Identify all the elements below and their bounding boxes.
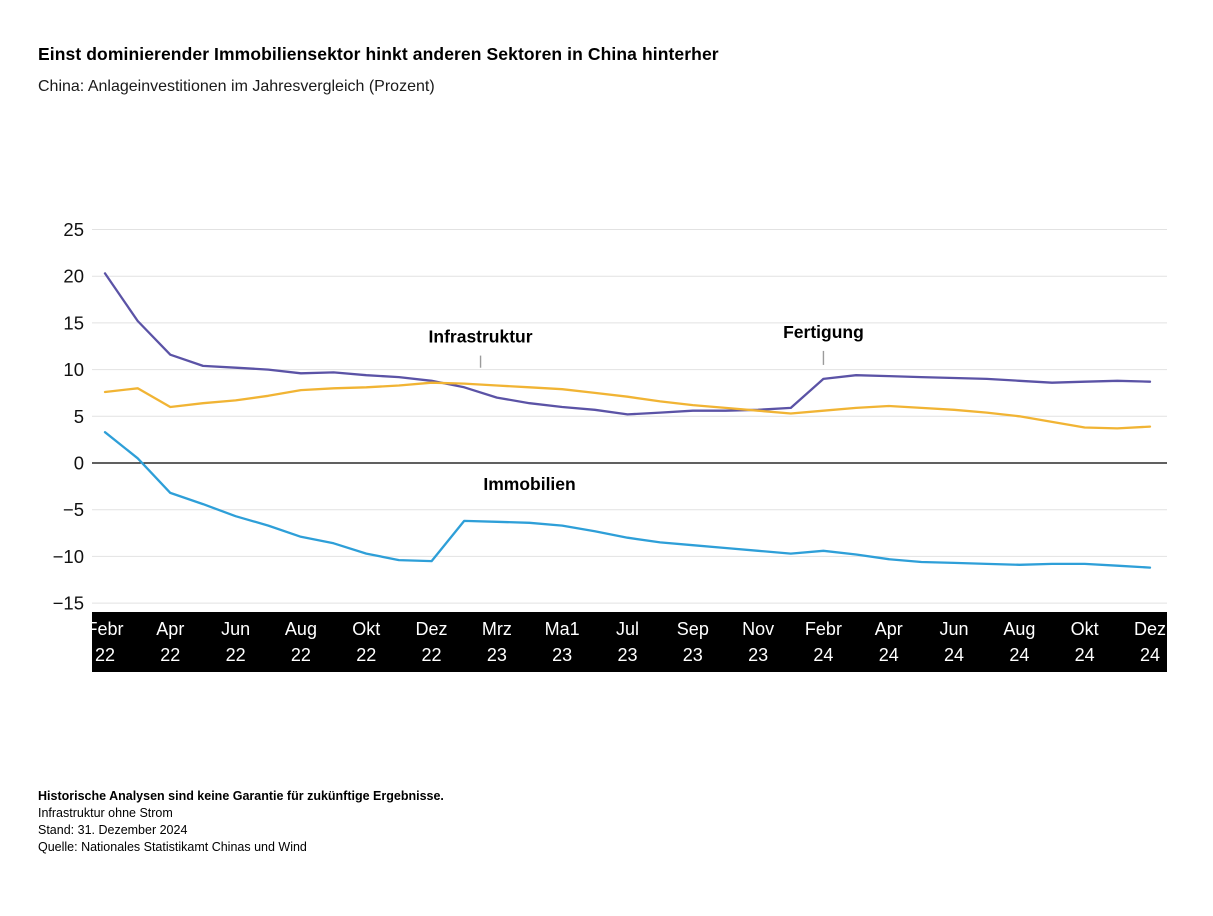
x-tick-month-label: Sep xyxy=(677,619,709,639)
series-line-infrastruktur xyxy=(103,381,1152,430)
x-tick-year-label: 24 xyxy=(1140,645,1160,665)
x-tick-year-label: 22 xyxy=(160,645,180,665)
fai-line-chart: 2520151050−5−10−15Febr22Apr22Jun22Aug22O… xyxy=(53,219,1167,672)
footnote-infrastructure-note: Infrastruktur ohne Strom xyxy=(38,806,173,820)
x-tick-year-label: 22 xyxy=(356,645,376,665)
x-tick-month-label: Dez xyxy=(1134,619,1166,639)
x-tick-month-label: Ma1 xyxy=(545,619,580,639)
x-tick-year-label: 23 xyxy=(552,645,572,665)
x-tick-year-label: 24 xyxy=(879,645,899,665)
x-tick-month-label: Apr xyxy=(875,619,903,639)
x-tick-year-label: 24 xyxy=(944,645,964,665)
y-tick-label: −5 xyxy=(63,499,84,520)
x-tick-year-label: 23 xyxy=(487,645,507,665)
x-tick-month-label: Nov xyxy=(742,619,774,639)
x-tick-year-label: 23 xyxy=(617,645,637,665)
y-tick-label: 15 xyxy=(63,312,84,333)
footnote-disclaimer: Historische Analysen sind keine Garantie… xyxy=(38,789,444,803)
x-tick-month-label: Okt xyxy=(1071,619,1099,639)
x-tick-year-label: 22 xyxy=(291,645,311,665)
x-tick-month-label: Dez xyxy=(416,619,448,639)
footnote-as-of-date: Stand: 31. Dezember 2024 xyxy=(38,823,188,837)
x-tick-month-label: Okt xyxy=(352,619,380,639)
x-tick-year-label: 24 xyxy=(1009,645,1029,665)
x-tick-year-label: 22 xyxy=(422,645,442,665)
annotation-label-infrastruktur: Infrastruktur xyxy=(429,327,533,347)
x-tick-year-label: 23 xyxy=(683,645,703,665)
x-tick-year-label: 24 xyxy=(813,645,833,665)
page-title: Einst dominierender Immobiliensektor hin… xyxy=(38,44,719,64)
annotation-label-immobilien: Immobilien xyxy=(483,474,575,494)
x-tick-month-label: Jun xyxy=(221,619,250,639)
y-tick-label: 10 xyxy=(63,359,84,380)
y-tick-label: −10 xyxy=(53,546,84,567)
y-tick-label: 20 xyxy=(63,266,84,287)
series-line-fertigung xyxy=(103,272,1152,416)
x-tick-year-label: 22 xyxy=(95,645,115,665)
y-tick-label: −15 xyxy=(53,593,84,614)
y-tick-label: 5 xyxy=(74,406,84,427)
x-tick-year-label: 22 xyxy=(226,645,246,665)
x-tick-month-label: Jun xyxy=(940,619,969,639)
x-tick-month-label: Febr xyxy=(86,619,123,639)
x-tick-month-label: Jul xyxy=(616,619,639,639)
y-tick-label: 25 xyxy=(63,219,84,240)
page-subtitle: China: Anlageinvestitionen im Jahresverg… xyxy=(38,78,435,95)
series-line-immobilien xyxy=(103,431,1152,569)
x-tick-month-label: Aug xyxy=(1003,619,1035,639)
x-tick-year-label: 23 xyxy=(748,645,768,665)
x-tick-month-label: Mrz xyxy=(482,619,512,639)
x-tick-month-label: Apr xyxy=(156,619,184,639)
footnote-source: Quelle: Nationales Statistikamt Chinas u… xyxy=(38,840,307,854)
y-tick-label: 0 xyxy=(74,453,84,474)
x-tick-month-label: Febr xyxy=(805,619,842,639)
footnotes: Historische Analysen sind keine Garantie… xyxy=(38,788,444,856)
x-tick-month-label: Aug xyxy=(285,619,317,639)
x-tick-year-label: 24 xyxy=(1075,645,1095,665)
x-axis-band xyxy=(92,612,1167,672)
annotation-label-fertigung: Fertigung xyxy=(783,322,864,342)
